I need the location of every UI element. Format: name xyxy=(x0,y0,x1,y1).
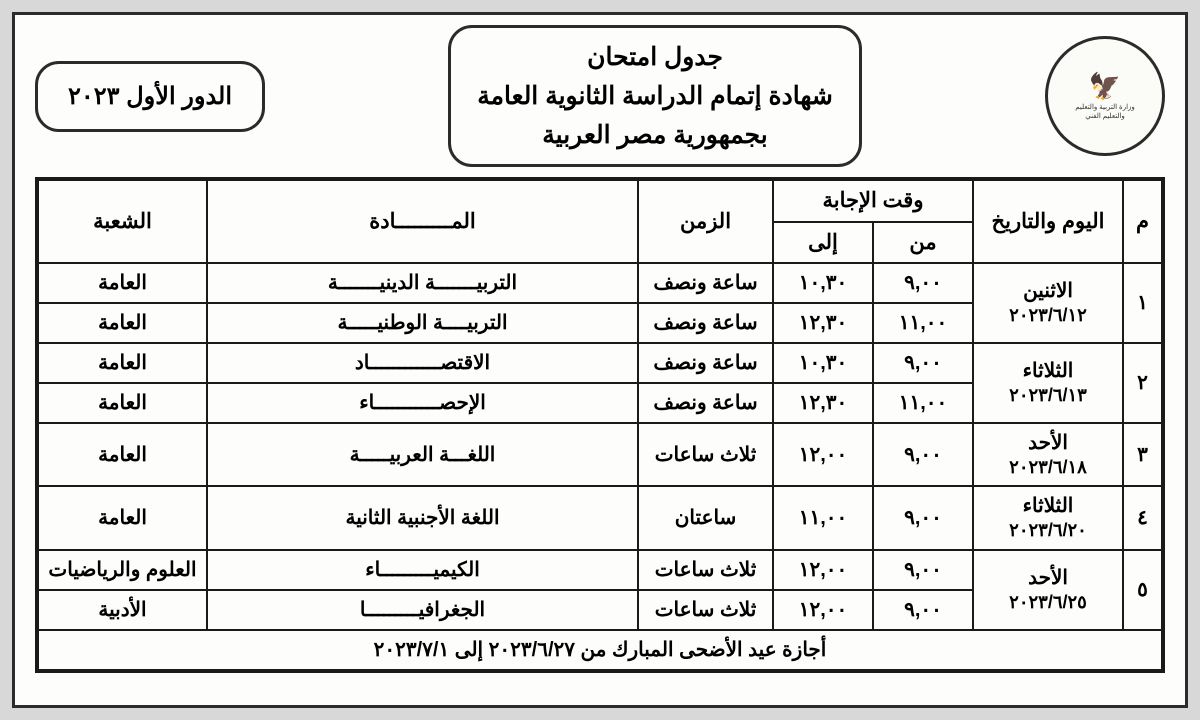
cell-duration: ساعتان xyxy=(638,486,773,549)
exam-table-body: ١الاثنين٢٠٢٣/٦/١٢٩,٠٠١٠,٣٠ساعة ونصفالترب… xyxy=(37,263,1163,671)
cell-num: ٢ xyxy=(1123,343,1163,423)
cell-track: العامة xyxy=(37,383,207,423)
cell-num: ١ xyxy=(1123,263,1163,343)
cell-from: ٩,٠٠ xyxy=(873,423,973,486)
table-row: ١الاثنين٢٠٢٣/٦/١٢٩,٠٠١٠,٣٠ساعة ونصفالترب… xyxy=(37,263,1163,303)
cell-date: الأحد٢٠٢٣/٦/٢٥ xyxy=(973,550,1123,630)
cell-track: العامة xyxy=(37,263,207,303)
cell-to: ١٢,٠٠ xyxy=(773,590,873,630)
cell-subject: التربيـــــــة الدينيـــــــة xyxy=(207,263,638,303)
table-row: ٤الثلاثاء٢٠٢٣/٦/٢٠٩,٠٠١١,٠٠ساعتاناللغة ا… xyxy=(37,486,1163,549)
cell-duration: ساعة ونصف xyxy=(638,303,773,343)
cell-from: ١١,٠٠ xyxy=(873,383,973,423)
cell-from: ٩,٠٠ xyxy=(873,263,973,303)
cell-num: ٥ xyxy=(1123,550,1163,630)
header-row: 🦅 وزارة التربية والتعليموالتعليم الفني ج… xyxy=(35,25,1165,167)
exam-table-head: م اليوم والتاريخ وقت الإجابة الزمن المــ… xyxy=(37,179,1163,263)
cell-to: ١٢,٣٠ xyxy=(773,383,873,423)
footer-cell: أجازة عيد الأضحى المبارك من ٢٠٢٣/٦/٢٧ إل… xyxy=(37,630,1163,671)
col-to: إلى xyxy=(773,222,873,263)
cell-to: ١٠,٣٠ xyxy=(773,343,873,383)
cell-track: الأدبية xyxy=(37,590,207,630)
cell-track: العامة xyxy=(37,343,207,383)
cell-from: ٩,٠٠ xyxy=(873,590,973,630)
cell-track: العلوم والرياضيات xyxy=(37,550,207,590)
cell-to: ١٢,٣٠ xyxy=(773,303,873,343)
cell-duration: ثلاث ساعات xyxy=(638,550,773,590)
table-row: ٢الثلاثاء٢٠٢٣/٦/١٣٩,٠٠١٠,٣٠ساعة ونصفالاق… xyxy=(37,343,1163,383)
cell-num: ٤ xyxy=(1123,486,1163,549)
exam-table: م اليوم والتاريخ وقت الإجابة الزمن المــ… xyxy=(35,177,1165,672)
eagle-icon: 🦅 xyxy=(1075,71,1135,102)
title-line-3: بجمهورية مصر العربية xyxy=(477,116,833,155)
cell-from: ٩,٠٠ xyxy=(873,343,973,383)
title-box: جدول امتحان شهادة إتمام الدراسة الثانوية… xyxy=(448,25,862,167)
cell-duration: ساعة ونصف xyxy=(638,383,773,423)
cell-date: الأحد٢٠٢٣/٦/١٨ xyxy=(973,423,1123,486)
round-box: الدور الأول ٢٠٢٣ xyxy=(35,61,265,132)
cell-from: ١١,٠٠ xyxy=(873,303,973,343)
col-subject: المـــــــــادة xyxy=(207,179,638,263)
cell-duration: ثلاث ساعات xyxy=(638,590,773,630)
cell-num: ٣ xyxy=(1123,423,1163,486)
ministry-logo-inner: 🦅 وزارة التربية والتعليموالتعليم الفني xyxy=(1075,71,1135,121)
cell-date: الثلاثاء٢٠٢٣/٦/٢٠ xyxy=(973,486,1123,549)
cell-date: الثلاثاء٢٠٢٣/٦/١٣ xyxy=(973,343,1123,423)
col-date: اليوم والتاريخ xyxy=(973,179,1123,263)
cell-date: الاثنين٢٠٢٣/٦/١٢ xyxy=(973,263,1123,343)
round-label: الدور الأول ٢٠٢٣ xyxy=(68,83,232,110)
cell-subject: اللغة الأجنبية الثانية xyxy=(207,486,638,549)
cell-track: العامة xyxy=(37,486,207,549)
ministry-logo: 🦅 وزارة التربية والتعليموالتعليم الفني xyxy=(1045,36,1165,156)
cell-from: ٩,٠٠ xyxy=(873,486,973,549)
table-row: ٥الأحد٢٠٢٣/٦/٢٥٩,٠٠١٢,٠٠ثلاث ساعاتالكيمي… xyxy=(37,550,1163,590)
cell-subject: الإحصـــــــــــاء xyxy=(207,383,638,423)
cell-subject: الكيميـــــــــاء xyxy=(207,550,638,590)
col-num: م xyxy=(1123,179,1163,263)
cell-to: ١٠,٣٠ xyxy=(773,263,873,303)
title-line-1: جدول امتحان xyxy=(477,38,833,77)
col-answer: وقت الإجابة xyxy=(773,179,973,221)
col-duration: الزمن xyxy=(638,179,773,263)
cell-to: ١١,٠٠ xyxy=(773,486,873,549)
cell-subject: التربيــــة الوطنيـــــة xyxy=(207,303,638,343)
cell-track: العامة xyxy=(37,303,207,343)
cell-subject: اللغـــة العربيـــــة xyxy=(207,423,638,486)
cell-duration: ساعة ونصف xyxy=(638,343,773,383)
logo-text: وزارة التربية والتعليموالتعليم الفني xyxy=(1075,104,1135,119)
cell-duration: ثلاث ساعات xyxy=(638,423,773,486)
title-line-2: شهادة إتمام الدراسة الثانوية العامة xyxy=(477,77,833,116)
col-track: الشعبة xyxy=(37,179,207,263)
cell-track: العامة xyxy=(37,423,207,486)
cell-subject: الجغرافيـــــــــا xyxy=(207,590,638,630)
cell-to: ١٢,٠٠ xyxy=(773,550,873,590)
table-row: ٣الأحد٢٠٢٣/٦/١٨٩,٠٠١٢,٠٠ثلاث ساعاتاللغــ… xyxy=(37,423,1163,486)
cell-subject: الاقتصــــــــــــاد xyxy=(207,343,638,383)
footer-row: أجازة عيد الأضحى المبارك من ٢٠٢٣/٦/٢٧ إل… xyxy=(37,630,1163,671)
col-from: من xyxy=(873,222,973,263)
exam-schedule-sheet: 🦅 وزارة التربية والتعليموالتعليم الفني ج… xyxy=(12,12,1188,708)
cell-duration: ساعة ونصف xyxy=(638,263,773,303)
cell-from: ٩,٠٠ xyxy=(873,550,973,590)
cell-to: ١٢,٠٠ xyxy=(773,423,873,486)
